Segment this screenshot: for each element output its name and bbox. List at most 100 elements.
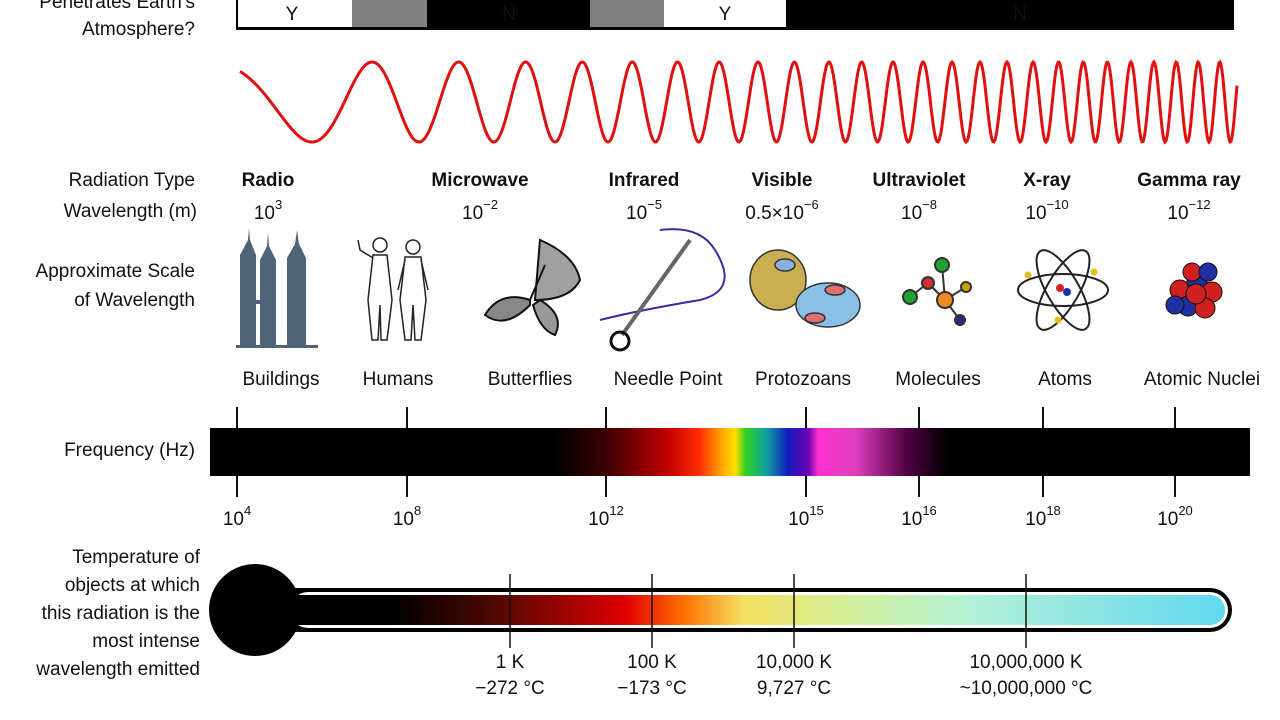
- scale-example: Protozoans: [755, 369, 851, 390]
- icon-molecule-part: [902, 289, 918, 305]
- wavelength: 10−2: [462, 197, 498, 224]
- wavelength: 10−5: [626, 197, 662, 224]
- thermometer-neck: [280, 595, 310, 625]
- icon-molecule-part: [936, 291, 954, 309]
- icon-atom-part: [1090, 268, 1098, 276]
- atmosphere-label: Penetrates Earth's: [39, 0, 195, 13]
- wavelength: 103: [254, 197, 282, 224]
- icon-buildings-part: [255, 300, 261, 304]
- wavelength-base: 10: [254, 203, 275, 224]
- temperature-celsius: 9,727 °C: [757, 678, 831, 699]
- radiation-type: Visible: [752, 170, 813, 191]
- atmosphere-segment: [238, 0, 352, 27]
- icon-molecule-part: [934, 257, 950, 273]
- icon-butterfly-part: [529, 264, 546, 301]
- icon-protozoans-part: [804, 312, 826, 324]
- frequency-label-base: 10: [393, 509, 414, 530]
- row-label: Temperature of: [72, 547, 201, 568]
- radiation-type: Radio: [242, 170, 295, 191]
- frequency-label: 1015: [788, 503, 824, 530]
- scale-example: Humans: [363, 369, 434, 390]
- icon-needle: [599, 228, 726, 352]
- wavelength: 10−10: [1025, 197, 1068, 224]
- atmosphere-answer: Y: [719, 4, 732, 25]
- atmosphere-label: Atmosphere?: [82, 19, 195, 40]
- row-label: objects at which: [65, 575, 200, 596]
- temperature-kelvin: 10,000 K: [756, 652, 832, 673]
- icon-nucleus-part: [1198, 262, 1218, 282]
- frequency-label-exp: 16: [922, 503, 936, 518]
- scale-example: Atomic Nuclei: [1144, 369, 1260, 390]
- wave: [239, 59, 1239, 145]
- frequency-label-base: 10: [223, 509, 244, 530]
- thermometer: [209, 564, 1232, 656]
- wavelength-base: 10: [1167, 203, 1188, 224]
- wavelength-base: 10: [462, 203, 483, 224]
- icon-needle-part: [609, 330, 631, 352]
- icon-atom-part: [1063, 288, 1071, 296]
- scale-example: Molecules: [895, 369, 981, 390]
- wavelength-exp: −10: [1047, 197, 1069, 212]
- icon-butterfly-part: [531, 298, 559, 337]
- row-label: Frequency (Hz): [64, 440, 195, 461]
- wavelength-base: 10: [626, 203, 647, 224]
- scale-example: Butterflies: [488, 369, 572, 390]
- icon-buildings-part: [236, 230, 318, 348]
- radiation-type: Microwave: [431, 170, 528, 191]
- wavelength: 10−12: [1167, 197, 1210, 224]
- atmosphere-answer: N: [502, 4, 516, 25]
- frequency-label-exp: 8: [414, 503, 421, 518]
- icon-nucleus: [1165, 262, 1223, 319]
- icon-atom-part: [1017, 273, 1109, 307]
- frequency-label-base: 10: [901, 509, 922, 530]
- temperature-celsius: −173 °C: [617, 678, 686, 699]
- icon-buildings: [236, 228, 318, 348]
- frequency-bar: [210, 428, 1250, 476]
- icon-humans: [357, 237, 429, 341]
- radiation-type: Infrared: [609, 170, 680, 191]
- frequency-label-exp: 4: [244, 503, 251, 518]
- row-label: wavelength emitted: [35, 659, 200, 680]
- row-label: most intense: [92, 631, 200, 652]
- temperature-kelvin: 10,000,000 K: [969, 652, 1082, 673]
- row-label: Wavelength (m): [64, 201, 197, 222]
- atmosphere-segment: [786, 0, 1234, 27]
- wavelength: 0.5×10−6: [745, 197, 818, 224]
- radiation-type: Gamma ray: [1137, 170, 1241, 191]
- atmosphere-segment: [352, 0, 427, 27]
- atmosphere-segment: [427, 0, 590, 27]
- icon-atom-part: [1035, 249, 1091, 331]
- icon-nucleus-part: [1165, 295, 1185, 315]
- icon-needle-part: [599, 228, 726, 321]
- icon-atom-part: [1056, 284, 1064, 292]
- frequency-label: 104: [223, 503, 251, 530]
- icon-humans-part: [405, 239, 421, 255]
- atmosphere-segment: [590, 0, 664, 27]
- scale-example: Atoms: [1038, 369, 1092, 390]
- wavelength-exp: 3: [275, 197, 282, 212]
- frequency-label: 108: [393, 503, 421, 530]
- radiation-type: Ultraviolet: [873, 170, 967, 191]
- wavelength-exp: −6: [804, 197, 819, 212]
- temperature-celsius: −272 °C: [475, 678, 544, 699]
- icon-buildings-part: [260, 232, 276, 345]
- frequency-label-base: 10: [588, 509, 609, 530]
- icon-protozoans-part: [774, 258, 796, 272]
- icon-molecule-part: [954, 314, 966, 326]
- radiation-type: X-ray: [1023, 170, 1071, 191]
- icon-humans-part: [397, 256, 429, 341]
- row-label: this radiation is the: [42, 603, 200, 624]
- frequency-label: 1018: [1025, 503, 1061, 530]
- icon-nucleus-part: [1185, 283, 1207, 305]
- icon-protozoans-part: [824, 284, 846, 296]
- wavelength-base: 10: [1025, 203, 1046, 224]
- icon-butterfly-part: [483, 296, 531, 322]
- atmosphere-answer: Y: [286, 4, 299, 25]
- frequency-label: 1020: [1157, 503, 1193, 530]
- row-label: Radiation Type: [69, 170, 195, 191]
- wavelength-base: 0.5×10: [745, 203, 804, 224]
- temperature-kelvin: 100 K: [627, 652, 677, 673]
- icon-molecule-part: [921, 276, 935, 290]
